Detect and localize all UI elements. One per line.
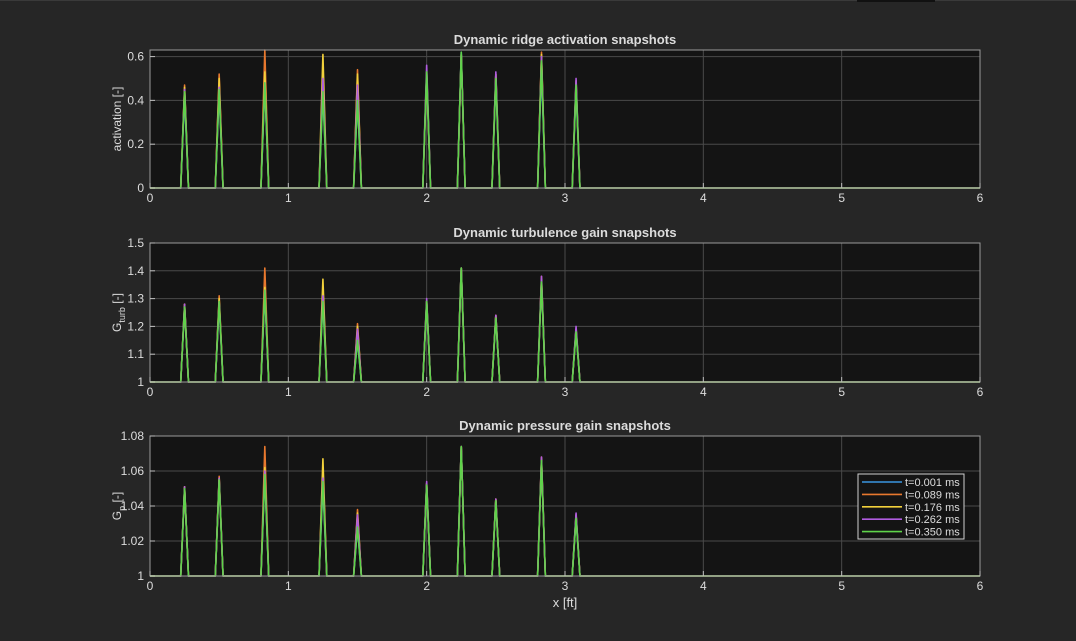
x-tick-label: 2	[423, 579, 430, 593]
y-tick-label: 1.4	[127, 264, 144, 278]
legend-label-2: t=0.089 ms	[905, 489, 960, 501]
x-tick-label: 4	[700, 385, 707, 399]
y-axis-label: Gturb [-]	[110, 293, 127, 332]
x-tick-label: 6	[977, 579, 984, 593]
x-tick-label: 0	[147, 579, 154, 593]
x-tick-label: 0	[147, 191, 154, 205]
x-tick-label: 1	[285, 191, 292, 205]
y-tick-label: 1.3	[127, 292, 144, 306]
legend-label-5: t=0.350 ms	[905, 527, 960, 539]
x-tick-label: 2	[423, 385, 430, 399]
chart-title: Dynamic pressure gain snapshots	[459, 418, 671, 433]
x-tick-label: 5	[838, 191, 845, 205]
x-tick-label: 0	[147, 385, 154, 399]
y-tick-label: 1.02	[121, 534, 145, 548]
legend-label-3: t=0.176 ms	[905, 502, 960, 514]
x-tick-label: 1	[285, 579, 292, 593]
y-tick-label: 1.06	[121, 464, 145, 478]
y-tick-label: 0.2	[127, 137, 144, 151]
legend-label-4: t=0.262 ms	[905, 514, 960, 526]
x-tick-label: 3	[562, 385, 569, 399]
x-tick-label: 4	[700, 579, 707, 593]
y-tick-label: 1.5	[127, 236, 144, 250]
chart-title: Dynamic ridge activation snapshots	[454, 32, 677, 47]
x-tick-label: 3	[562, 579, 569, 593]
y-tick-label: 0.4	[127, 93, 144, 107]
x-axis-label: x [ft]	[553, 595, 578, 610]
x-tick-label: 6	[977, 191, 984, 205]
x-tick-label: 5	[838, 385, 845, 399]
y-axis-label: Gp [-]	[110, 492, 127, 520]
y-tick-label: 1	[137, 375, 144, 389]
x-tick-label: 1	[285, 385, 292, 399]
y-tick-label: 1.08	[121, 429, 145, 443]
legend-label-1: t=0.001 ms	[905, 477, 960, 489]
x-tick-label: 4	[700, 191, 707, 205]
y-axis-label: activation [-]	[110, 87, 124, 152]
y-tick-label: 0	[137, 181, 144, 195]
window-top-border	[0, 0, 1076, 1]
chart-title: Dynamic turbulence gain snapshots	[453, 225, 676, 240]
y-tick-label: 1	[137, 569, 144, 583]
y-tick-label: 0.6	[127, 50, 144, 64]
y-tick-label: 1.1	[127, 347, 144, 361]
x-tick-label: 6	[977, 385, 984, 399]
y-tick-label: 1.2	[127, 319, 144, 333]
chart-panel-1: 0 1 2 3 4 5 6 0 0.2 0.4 0.6 Dynamic ridge activatio…	[110, 32, 984, 205]
window-tab-marker	[857, 0, 935, 2]
y-tick-label: 1.04	[121, 499, 145, 513]
x-tick-label: 3	[562, 191, 569, 205]
x-tick-label: 2	[423, 191, 430, 205]
x-tick-label: 5	[838, 579, 845, 593]
legend: t=0.001 mst=0.089 mst=0.176 mst=0.262 ms…	[857, 473, 965, 540]
